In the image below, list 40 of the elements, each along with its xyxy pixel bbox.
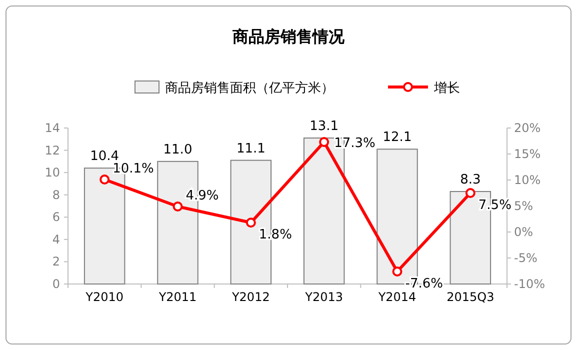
x-tick-label: Y2014	[377, 290, 416, 304]
y-tick-label: 14	[44, 121, 60, 135]
legend-label: 商品房销售面积（亿平方米）	[165, 80, 334, 96]
y2-tick-label: -10%	[514, 277, 546, 291]
y-tick-label: 10	[44, 166, 60, 180]
data-label: 11.1	[236, 141, 266, 156]
data-label: 7.5%	[478, 198, 512, 213]
data-label: 11.0	[163, 142, 192, 158]
chart-title: 商品房销售情况	[232, 27, 346, 46]
x-tick-label: Y2011	[158, 290, 197, 304]
y2-tick-label: 0%	[514, 225, 534, 239]
y-tick-label: 12	[44, 143, 60, 158]
data-label: 17.3%	[334, 136, 376, 152]
y2-tick-label: 10%	[514, 173, 541, 187]
data-label: -7.6%	[405, 276, 443, 292]
point	[465, 188, 476, 198]
x-tick-label: Y2010	[84, 290, 124, 304]
x-tick-label: Y2013	[304, 290, 344, 304]
y-tick-label: 6	[52, 210, 60, 224]
data-label: 13.1	[310, 119, 339, 134]
y-tick-label: 4	[52, 232, 60, 246]
point	[172, 202, 183, 212]
data-label: 1.8%	[258, 228, 292, 243]
data-label: 4.9%	[186, 188, 219, 204]
x-tick-label: Y2012	[230, 290, 270, 304]
y2-tick-label: 15%	[514, 147, 541, 161]
x-tick-label: 2015Q3	[446, 290, 494, 304]
point	[392, 266, 402, 277]
point	[319, 137, 330, 148]
y2-tick-label: -5%	[514, 251, 538, 265]
data-label: 8.3	[460, 172, 481, 188]
y2-tick-label: 5%	[514, 199, 534, 213]
legend-label: 增长	[433, 81, 460, 96]
y-tick-label: 8	[52, 188, 60, 202]
point	[100, 174, 110, 184]
y-tick-label: 2	[52, 254, 60, 269]
data-label: 12.1	[382, 130, 412, 146]
y2-tick-label: 20%	[514, 121, 541, 135]
point	[246, 218, 256, 228]
y-tick-label: 0	[52, 277, 60, 291]
